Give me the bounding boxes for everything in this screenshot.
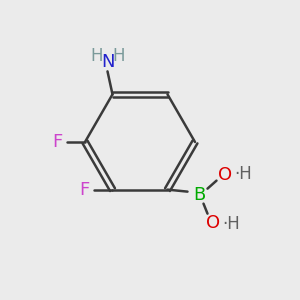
Text: H: H bbox=[90, 47, 103, 65]
Text: ·H: ·H bbox=[223, 214, 240, 232]
Text: N: N bbox=[101, 53, 114, 71]
Text: H: H bbox=[112, 47, 125, 65]
Text: B: B bbox=[194, 186, 206, 204]
Text: O: O bbox=[218, 166, 233, 184]
Text: O: O bbox=[206, 214, 220, 232]
Text: F: F bbox=[52, 133, 62, 151]
Text: F: F bbox=[80, 181, 90, 199]
Text: ·H: ·H bbox=[235, 165, 252, 183]
